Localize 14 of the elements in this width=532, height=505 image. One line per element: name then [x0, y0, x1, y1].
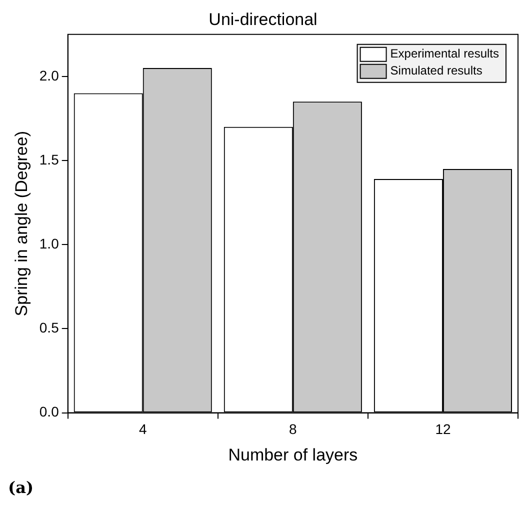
chart-title: Uni-directional	[208, 10, 318, 29]
text: (a)	[8, 478, 35, 497]
x-axis-title: Number of layers	[228, 445, 358, 464]
y-tick-label: 1.5	[39, 151, 60, 168]
legend-label: Experimental results	[390, 46, 500, 61]
y-tick-label: 0.0	[39, 404, 60, 420]
y-tick-label: 2.0	[39, 67, 60, 84]
x-tick-label: 12	[435, 421, 451, 438]
x-tick-label: 8	[289, 421, 298, 438]
legend-label: Simulated results	[390, 64, 482, 78]
y-tick-label: 0.5	[39, 320, 60, 336]
y-axis-title: Spring in angle (Degree)	[12, 130, 31, 316]
x-tick-label: 4	[138, 421, 147, 438]
y-tick-label: 1.0	[39, 235, 60, 252]
